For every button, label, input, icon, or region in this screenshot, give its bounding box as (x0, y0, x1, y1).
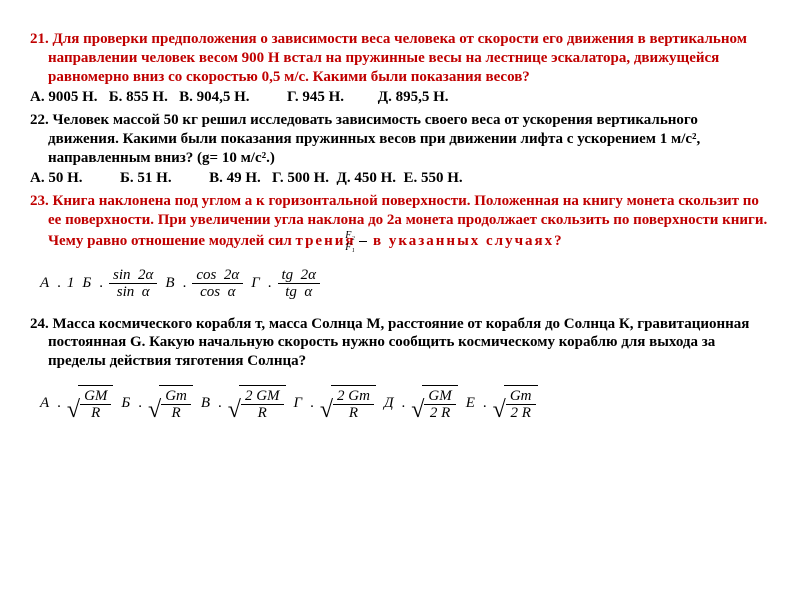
q23-opt-b-label: Б (82, 274, 91, 293)
q24-opt-b-sqrt: √GmR (148, 385, 193, 422)
q24-opt-f-label: Е (466, 394, 475, 413)
frac-num: sin 2α (109, 267, 157, 285)
question-21-text: 21. Для проверки предположения о зависим… (30, 30, 770, 86)
q23-opt-d-frac: tg 2α tg α (278, 267, 321, 301)
frac: 2 GmR (333, 388, 374, 422)
frac-den: R (167, 405, 184, 422)
dot: . (268, 274, 272, 293)
dot: . (483, 394, 487, 413)
frac-num: GM (424, 388, 455, 406)
q24-opt-c-label: В (201, 394, 210, 413)
q23-opt-a-val: 1 (67, 274, 75, 293)
dot: . (138, 394, 142, 413)
frac-den: sin α (113, 284, 154, 301)
frac: GMR (80, 388, 111, 422)
q24-opt-f-sqrt: √Gm2 R (493, 385, 538, 422)
q23-part3: в указанных случаях? (367, 232, 563, 248)
frac-den: 2 R (426, 405, 454, 422)
frac-num: Gm (161, 388, 191, 406)
question-22-text: 22. Человек массой 50 кг решил исследова… (30, 111, 770, 167)
dot: . (57, 274, 61, 293)
dot: . (310, 394, 314, 413)
frac-num: tg 2α (278, 267, 321, 285)
question-24-formulas: А. √GMR Б. √GmR В. √2 GMR Г. √2 GmR Д. √… (38, 385, 770, 422)
q24-opt-b-label: Б (121, 394, 130, 413)
dot: . (218, 394, 222, 413)
question-21-answers: А. 9005 Н. Б. 855 Н. В. 904,5 Н. Г. 945 … (30, 88, 770, 107)
dot: . (57, 394, 61, 413)
frac-num: Gm (506, 388, 536, 406)
question-23-text: 23. Книга наклонена под углом а к горизо… (30, 192, 770, 253)
q23-opt-c-label: В (165, 274, 174, 293)
q24-opt-a-sqrt: √GMR (67, 385, 114, 422)
question-23-formulas: А. 1 Б. sin 2α sin α В. cos 2α cos α Г. … (38, 267, 770, 301)
frac-num: 2 GM (241, 388, 284, 406)
q24-opt-d-sqrt: √2 GmR (320, 385, 376, 422)
frac: Gm2 R (506, 388, 536, 422)
frac-den: tg α (281, 284, 316, 301)
frac-num: GM (80, 388, 111, 406)
frac-num: 2 Gm (333, 388, 374, 406)
dot: . (401, 394, 405, 413)
dot: . (183, 274, 187, 293)
frac: GM2 R (424, 388, 455, 422)
q24-opt-a-label: А (40, 394, 49, 413)
q23-opt-b-frac: sin 2α sin α (109, 267, 157, 301)
frac-den: 2 R (506, 405, 534, 422)
q23-opt-c-frac: cos 2α cos α (192, 267, 243, 301)
frac-den: R (87, 405, 104, 422)
frac-den: R (254, 405, 271, 422)
q23-opt-d-label: Г (251, 274, 260, 293)
frac-den: cos α (196, 284, 239, 301)
question-22-answers: А. 50 Н. Б. 51 Н. В. 49 Н. Г. 500 Н. Д. … (30, 169, 770, 188)
q24-opt-e-sqrt: √GM2 R (411, 385, 458, 422)
frac-den: R (345, 405, 362, 422)
dot: . (99, 274, 103, 293)
q24-opt-d-label: Г (294, 394, 303, 413)
q24-opt-c-sqrt: √2 GMR (228, 385, 286, 422)
question-24-text: 24. Масса космического корабля т, масса … (30, 315, 770, 371)
frac: 2 GMR (241, 388, 284, 422)
q23-opt-a-label: А (40, 274, 49, 293)
frac: GmR (161, 388, 191, 422)
q24-opt-e-label: Д (384, 394, 394, 413)
frac-num: cos 2α (192, 267, 243, 285)
